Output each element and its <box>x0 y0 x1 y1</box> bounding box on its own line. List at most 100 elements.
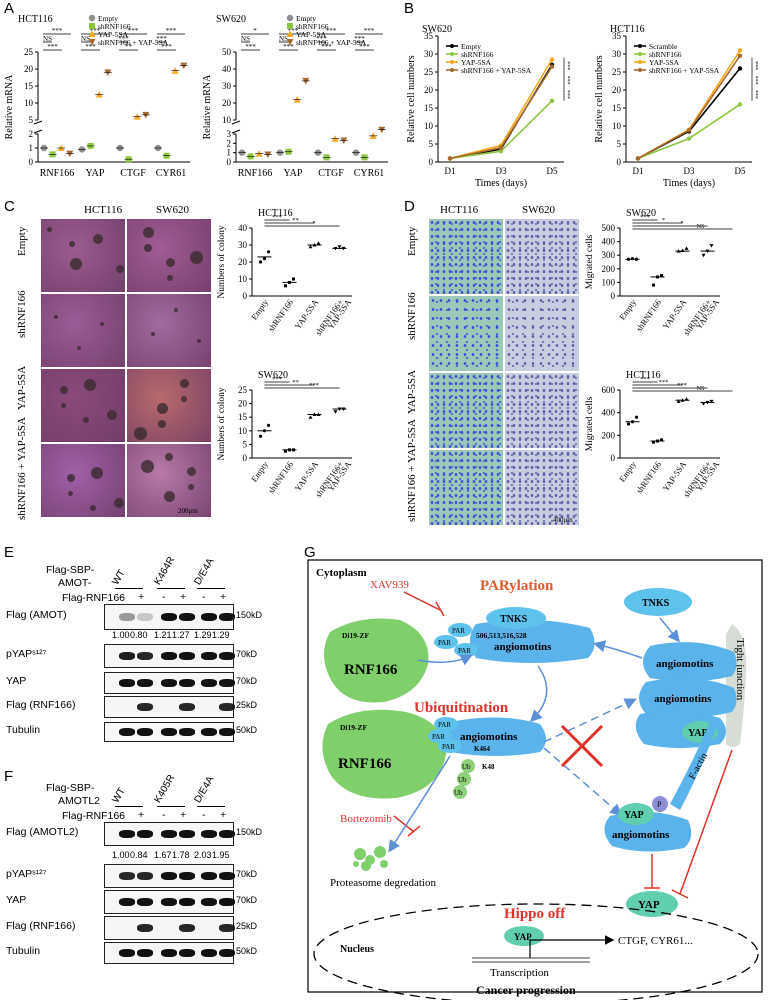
panel-c-row-combo: shRNF166 + YAP-5SA <box>16 417 28 520</box>
par-bottom-2-label: PAR <box>432 733 445 741</box>
hippo-off-label: Hippo off <box>504 906 566 922</box>
panel-c-top-tick-label: 0 <box>243 291 248 301</box>
panel-f-band <box>179 924 195 932</box>
panel-a-right-category-label: CYR61 <box>354 168 385 179</box>
panel-a-right-sig-label: *** <box>288 27 299 35</box>
panel-label-f: F <box>4 768 14 785</box>
panel-b-right-ylabel: Relative cell numbers <box>594 55 605 142</box>
panel-c-row-yap5sa-label: YAP-5SA <box>16 365 28 410</box>
ub-3-label: Ub <box>454 789 463 797</box>
panel-d-row-empty: Empty <box>406 227 418 256</box>
angiomotin-label-bottom: angiomotins <box>460 731 518 743</box>
panel-a-right-sig-label: *** <box>316 35 327 43</box>
panel-d-scale: 400μm <box>553 516 573 524</box>
panel-e-row-label: YAP <box>6 675 27 687</box>
panel-b-left-sig-label: *** <box>564 90 570 99</box>
panel-a-left-category-label: YAP <box>86 168 105 179</box>
panel-b-left-tick-label: 20 <box>424 85 434 95</box>
panel-b-right-legend-label: shRNF166 + YAP-5SA <box>649 66 720 75</box>
panel-d-bottom-category-label: shRNF166 <box>634 459 663 495</box>
f-actin-filament <box>670 722 718 810</box>
panel-f-band <box>119 872 135 880</box>
ubiquitination-label: Ubiquitination <box>414 700 509 716</box>
panel-d-top-point <box>626 257 631 261</box>
panel-label-g: G <box>304 544 316 561</box>
panel-c-bottom-point <box>288 448 291 452</box>
panel-f-quant-value: 1.00 <box>112 850 130 860</box>
panel-a-legend-marker <box>287 23 293 29</box>
panel-b-left-series-point <box>549 98 555 104</box>
colony-spot <box>116 265 124 273</box>
panel-d-top-category-label: Empty <box>617 297 639 322</box>
panel-f-row-label: YAP <box>6 894 27 906</box>
panel-a-right-sig-label: NS <box>241 35 250 43</box>
panel-e-construct-line1: Flag-SBP- <box>46 564 95 576</box>
panel-d-bottom-point <box>660 438 663 442</box>
arrow-to-proteasome <box>388 755 451 853</box>
colony-spot <box>158 420 166 428</box>
nucleus-boundary <box>313 903 759 1000</box>
panel-d-col-sw620: SW620 <box>522 204 555 216</box>
panel-d-bottom-tick-label: 0 <box>611 453 616 463</box>
panel-f-quant-value: 1.95 <box>212 850 230 860</box>
panel-f-band <box>179 949 195 957</box>
panel-b-right-tick-label: 20 <box>612 85 622 95</box>
panel-b-right-series-point <box>686 136 692 141</box>
panel-b-left-legend-label: YAP-5SA <box>461 58 492 67</box>
panel-b-left-legend-label: shRNF166 <box>461 50 494 59</box>
panel-d-bottom-tick-label: 600 <box>602 385 616 395</box>
panel-e-marker-label: 150kD <box>236 610 263 620</box>
panel-d-top-tick-label: 400 <box>602 237 616 247</box>
panel-f-band <box>137 830 153 838</box>
panel-e-group-bar <box>197 588 225 589</box>
panel-e-construct-line2: AMOT- <box>58 577 92 589</box>
panel-d-bottom-point <box>630 420 635 424</box>
panel-e-marker-label: 70kD <box>236 676 258 686</box>
panel-f-band <box>161 898 177 906</box>
xav939-inhibition <box>403 591 445 617</box>
colony-spot <box>141 460 154 473</box>
panel-a-legend-marker <box>89 23 95 29</box>
panel-f-band <box>201 898 217 906</box>
panel-c-bottom-tick-label: 0 <box>243 453 248 463</box>
panel-a-legend-label: shRNF166 <box>296 22 329 31</box>
panel-d-top-tick-label: 200 <box>602 264 616 274</box>
panel-c-top-point <box>292 277 295 281</box>
panel-a-left-tick-label: 1 <box>29 143 34 153</box>
panel-b-right-tick-label: 0 <box>617 157 622 167</box>
panel-f-band <box>219 830 235 838</box>
panel-a-left-ylabel: Relative mRNA <box>4 74 15 139</box>
panel-a-left-sig-label: *** <box>166 27 177 35</box>
panel-a-left-sig-label: *** <box>47 43 58 51</box>
panel-c-bottom-point <box>341 407 346 412</box>
panel-f-marker-label: 70kD <box>236 869 258 879</box>
panel-f-blot-strip <box>104 942 235 964</box>
panel-b-right-tick-label: 35 <box>612 31 622 41</box>
panel-b-left-legend-label: shRNF166 + YAP-5SA <box>461 66 532 75</box>
angiomotin-label-fa: angiomotins <box>612 829 670 841</box>
panel-b-right-sig-label: *** <box>752 61 758 70</box>
panel-f-group-bar <box>115 806 143 807</box>
yap-label-fa: YAP <box>624 810 644 821</box>
panel-a-legend-marker <box>88 14 96 22</box>
dashed-arrow-down <box>543 747 623 816</box>
panel-e-band <box>137 613 153 621</box>
colony-spot <box>197 339 201 343</box>
panel-e-group-bar <box>115 588 143 589</box>
panel-e-band <box>219 703 235 711</box>
panel-b-left-series-point <box>549 64 555 69</box>
panel-e-group-label: D/E4A <box>192 556 217 587</box>
panel-c-col-sw620: SW620 <box>156 204 189 216</box>
panel-a-left-tick-label: 5 <box>29 115 34 125</box>
panel-e-band <box>179 728 195 736</box>
panel-e-band <box>119 679 135 687</box>
panel-a-left-category-label: CTGF <box>120 168 146 179</box>
panel-d-row-combo-label: shRNF166 + YAP-5SA <box>406 419 418 522</box>
panel-d-bottom-point <box>680 398 685 402</box>
migration-photo <box>428 218 504 295</box>
panel-a-left-tick-label: 15 <box>24 81 34 91</box>
panel-e-flag-label: Flag-RNF166 <box>62 592 126 604</box>
panel-a-left-tick-label: 25 <box>24 47 34 57</box>
migration-photo <box>428 372 504 449</box>
